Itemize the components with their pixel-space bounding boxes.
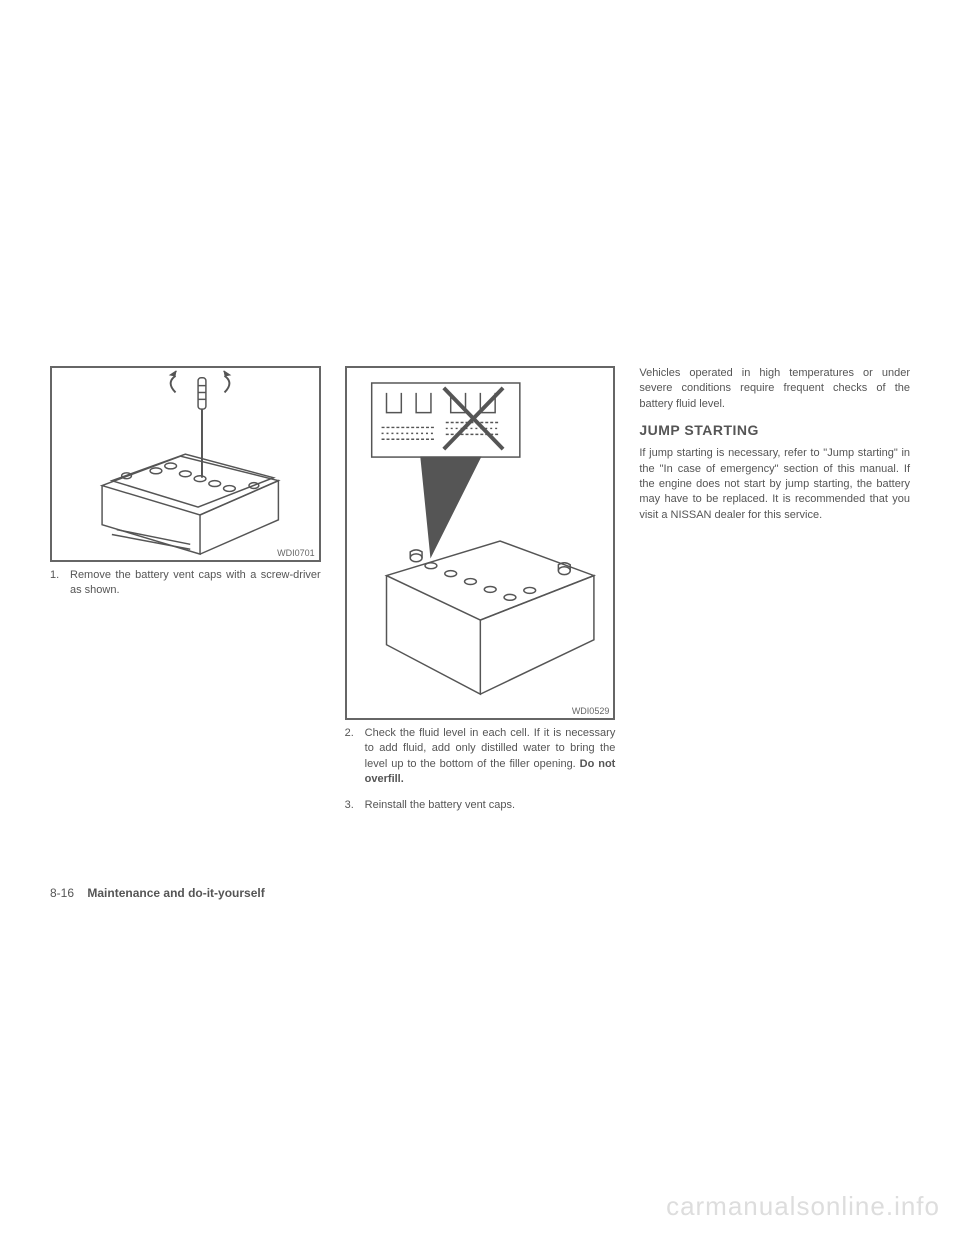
para-conditions: Vehicles operated in high temperatures o… — [639, 366, 910, 412]
step-2-text-a: Check the fluid level in each cell. If i… — [365, 727, 616, 770]
battery-screwdriver-illustration — [52, 368, 319, 560]
para-jump-starting: If jump starting is necessary, refer to … — [639, 446, 910, 523]
page-footer: 8-16 Maintenance and do-it-yourself — [50, 886, 265, 900]
figure-1-box: WDI0701 — [50, 366, 321, 562]
column-2: WDI0529 2. Check the fluid level in each… — [345, 366, 616, 813]
figure-2-box: WDI0529 — [345, 366, 616, 720]
figure-1-id: WDI0701 — [277, 548, 315, 558]
step-1: 1. Remove the battery vent caps with a s… — [50, 568, 321, 599]
page-number: 8-16 — [50, 886, 74, 900]
step-3-text: Reinstall the battery vent caps. — [365, 798, 616, 813]
step-3-number: 3. — [345, 798, 365, 813]
step-3: 3. Reinstall the battery vent caps. — [345, 798, 616, 813]
step-1-text: Remove the battery vent caps with a scre… — [70, 568, 321, 599]
figure-2-id: WDI0529 — [572, 706, 610, 716]
battery-fluid-level-illustration — [347, 368, 614, 718]
footer-section-title: Maintenance and do-it-yourself — [87, 886, 264, 900]
column-1: WDI0701 1. Remove the battery vent caps … — [50, 366, 321, 813]
watermark: carmanualsonline.info — [666, 1191, 940, 1222]
step-2-number: 2. — [345, 726, 365, 788]
column-3: Vehicles operated in high temperatures o… — [639, 366, 910, 813]
step-2-text: Check the fluid level in each cell. If i… — [365, 726, 616, 788]
step-2: 2. Check the fluid level in each cell. I… — [345, 726, 616, 788]
step-1-number: 1. — [50, 568, 70, 599]
page-content: WDI0701 1. Remove the battery vent caps … — [50, 366, 910, 813]
heading-jump-starting: JUMP STARTING — [639, 422, 910, 438]
